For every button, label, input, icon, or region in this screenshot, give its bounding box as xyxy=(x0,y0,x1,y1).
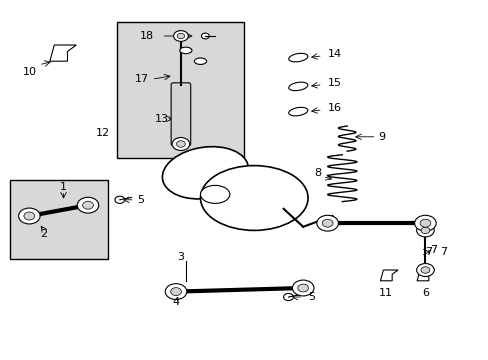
Ellipse shape xyxy=(162,147,248,199)
Ellipse shape xyxy=(288,53,307,62)
Circle shape xyxy=(201,33,209,39)
Text: 10: 10 xyxy=(22,67,36,77)
Text: 14: 14 xyxy=(327,49,341,59)
Text: 5: 5 xyxy=(307,292,314,302)
Circle shape xyxy=(77,197,99,213)
Circle shape xyxy=(416,224,433,237)
Circle shape xyxy=(115,196,124,203)
Text: 9: 9 xyxy=(377,132,384,142)
Circle shape xyxy=(173,31,188,41)
Circle shape xyxy=(322,219,332,227)
Polygon shape xyxy=(380,270,397,281)
Text: 1: 1 xyxy=(60,182,67,192)
Circle shape xyxy=(414,215,435,231)
Polygon shape xyxy=(416,270,434,281)
FancyBboxPatch shape xyxy=(10,180,107,259)
Circle shape xyxy=(416,264,433,276)
Polygon shape xyxy=(50,45,76,61)
Text: 16: 16 xyxy=(327,103,341,113)
Text: 5: 5 xyxy=(137,195,143,205)
Circle shape xyxy=(176,141,185,147)
Text: 7: 7 xyxy=(429,245,437,255)
Circle shape xyxy=(316,215,338,231)
Circle shape xyxy=(172,138,189,150)
FancyBboxPatch shape xyxy=(117,22,244,158)
Circle shape xyxy=(165,284,186,300)
Text: 7: 7 xyxy=(439,247,447,257)
Text: 13: 13 xyxy=(154,114,168,124)
Ellipse shape xyxy=(194,58,206,64)
FancyBboxPatch shape xyxy=(171,83,190,146)
Circle shape xyxy=(283,293,293,301)
Circle shape xyxy=(170,288,181,296)
Circle shape xyxy=(177,33,184,39)
Ellipse shape xyxy=(288,107,307,116)
Circle shape xyxy=(19,208,40,224)
Ellipse shape xyxy=(180,47,192,54)
Ellipse shape xyxy=(200,185,229,203)
Ellipse shape xyxy=(288,82,307,91)
Text: 11: 11 xyxy=(379,288,392,298)
Text: 7: 7 xyxy=(425,247,432,257)
Circle shape xyxy=(419,219,430,227)
Circle shape xyxy=(292,280,313,296)
Circle shape xyxy=(82,201,93,209)
Text: 3: 3 xyxy=(177,252,184,262)
Text: 18: 18 xyxy=(140,31,153,41)
Circle shape xyxy=(420,267,429,273)
Text: 4: 4 xyxy=(172,297,179,307)
Text: 8: 8 xyxy=(314,168,321,178)
Circle shape xyxy=(297,284,308,292)
Ellipse shape xyxy=(200,166,307,230)
Text: 2: 2 xyxy=(41,229,47,239)
Circle shape xyxy=(420,227,429,234)
Circle shape xyxy=(24,212,35,220)
Text: 6: 6 xyxy=(421,288,428,298)
Text: 12: 12 xyxy=(96,128,109,138)
Text: 15: 15 xyxy=(327,78,341,88)
Text: 17: 17 xyxy=(135,74,148,84)
